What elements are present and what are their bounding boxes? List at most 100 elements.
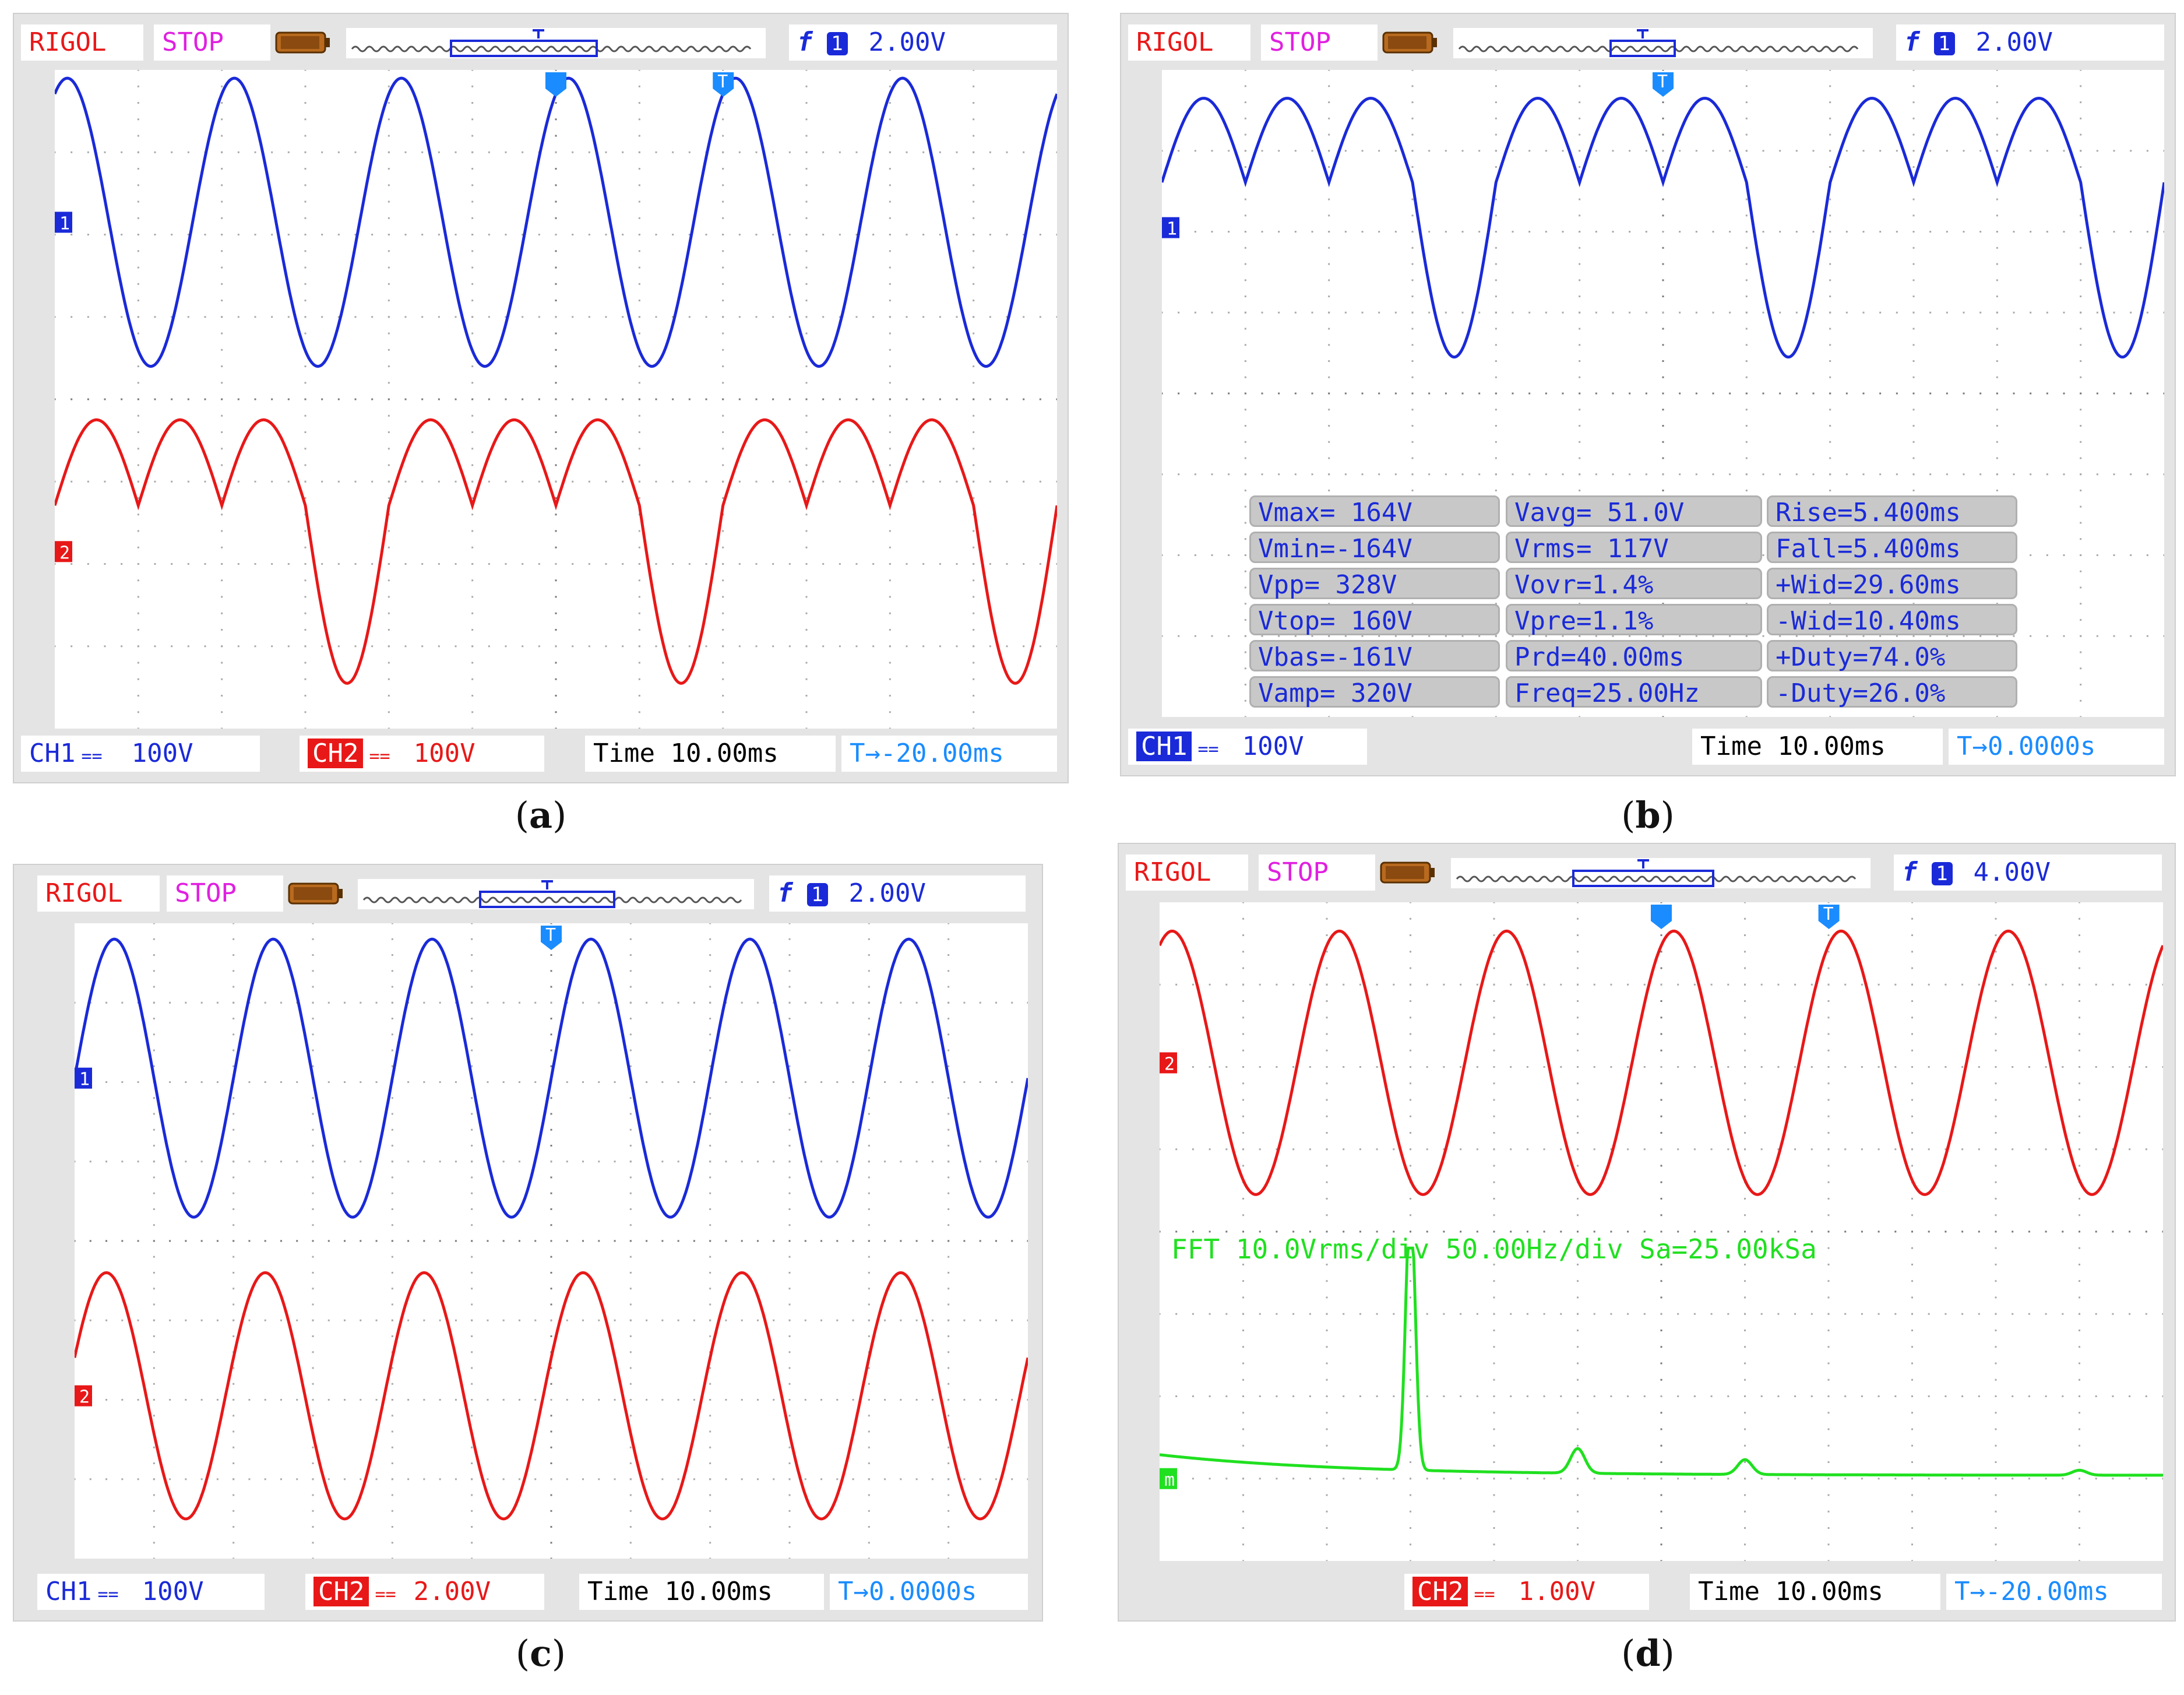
trigger-offset: T→-20.00ms xyxy=(850,739,1004,768)
bottom-status-bar: CH1 == 100V CH2 == 2.00V Time 10.00ms T→0.00… xyxy=(14,1567,1042,1617)
trace-ch1 xyxy=(55,76,1057,368)
memory-icon xyxy=(275,31,330,54)
svg-text:T: T xyxy=(1657,72,1668,92)
waveform-memory-icon xyxy=(346,28,766,58)
trace-ch2 xyxy=(55,418,1057,685)
caption-a: (a) xyxy=(515,794,567,836)
ch1-label: CH1 xyxy=(29,739,76,768)
measurement-cell: Vpp= 328V xyxy=(1249,568,1500,600)
trigger-marker xyxy=(1651,905,1672,929)
time-scale: 10.00ms xyxy=(1775,1577,1883,1606)
brand-label: RIGOL xyxy=(29,27,107,57)
graticule xyxy=(1160,902,2163,1561)
trigger-source-icon: 1 xyxy=(806,883,828,906)
top-status-bar: RIGOL STOP f 1 2.00V xyxy=(14,868,1042,919)
measurement-cell: Rise=5.400ms xyxy=(1767,495,2017,528)
measurement-cell: Vrms= 117V xyxy=(1506,532,1762,564)
trigger-level: 2.00V xyxy=(868,27,946,57)
caption-b: (b) xyxy=(1621,794,1675,836)
trace-ch1 xyxy=(75,937,1028,1219)
run-state: STOP xyxy=(1267,857,1329,887)
measurement-cell: +Wid=29.60ms xyxy=(1767,568,2017,600)
ch2-coupling: == xyxy=(1474,1584,1495,1605)
scope-screen: 1 2 T xyxy=(55,70,1057,729)
measurement-cell: Fall=5.400ms xyxy=(1767,532,2017,564)
svg-text:m: m xyxy=(1164,1470,1175,1490)
svg-text:1: 1 xyxy=(1167,219,1177,240)
memory-icon xyxy=(1382,31,1437,54)
ch2-label: CH2 xyxy=(313,1577,369,1606)
ch1-marker: 1 xyxy=(75,1067,92,1090)
measurement-cell: Vmin=-164V xyxy=(1249,532,1500,564)
ch2-label: CH2 xyxy=(308,739,364,768)
trigger-info: f 1 2.00V xyxy=(789,24,1057,61)
caption-d: (d) xyxy=(1621,1632,1675,1675)
svg-text:T: T xyxy=(1823,904,1834,924)
ch1-label: CH1 xyxy=(45,1577,92,1606)
ch2-marker: 2 xyxy=(1160,1052,1177,1074)
measurement-cell: Vmax= 164V xyxy=(1249,495,1500,528)
trigger-marker: T xyxy=(713,72,734,97)
ch2-coupling: == xyxy=(375,1584,396,1605)
ch1-coupling: == xyxy=(97,1584,119,1605)
bottom-status-bar: CH1 == 100V CH2 == 100V Time 10.00ms T→-20.0… xyxy=(14,729,1068,779)
ch2-scale: 1.00V xyxy=(1518,1577,1596,1606)
trigger-source-icon: 1 xyxy=(1931,862,1953,885)
measurement-cell: Vpre=1.1% xyxy=(1506,604,1762,636)
svg-text:1: 1 xyxy=(79,1070,90,1090)
ch2-marker: 2 xyxy=(55,541,72,563)
trigger-info: f 1 2.00V xyxy=(1896,24,2164,61)
svg-text:T: T xyxy=(545,925,556,945)
trace-ch2 xyxy=(1160,929,2163,1196)
fft-label: FFT 10.0Vrms/div 50.00Hz/div Sa=25.00kSa xyxy=(1171,1233,1817,1265)
ch1-marker: 1 xyxy=(55,212,72,234)
trigger-marker: T xyxy=(1818,904,1840,929)
trigger-marker xyxy=(545,72,566,97)
run-state: STOP xyxy=(175,878,237,908)
trigger-level: 4.00V xyxy=(1973,857,2051,887)
math-marker: m xyxy=(1160,1468,1177,1490)
svg-text:2: 2 xyxy=(1164,1054,1175,1074)
measurement-cell: Prd=40.00ms xyxy=(1506,640,1762,672)
ch1-scale: 100V xyxy=(142,1577,204,1606)
trigger-marker: T xyxy=(1653,72,1674,97)
trace-ch2 xyxy=(75,1271,1028,1521)
edge-icon: f xyxy=(797,27,813,57)
ch2-label: CH2 xyxy=(1412,1577,1468,1606)
waveform-memory-icon xyxy=(1451,858,1871,888)
panel-a: RIGOL STOP f 1 2.00V 1 2 T CH1 == 100V CH2 == 10… xyxy=(13,13,1069,783)
trace-fft xyxy=(1160,1246,2163,1477)
time-scale: 10.00ms xyxy=(664,1577,773,1606)
caption-c: (c) xyxy=(515,1632,566,1675)
graticule xyxy=(75,923,1028,1559)
brand-label: RIGOL xyxy=(1136,27,1214,57)
scope-screen: 1 2 T xyxy=(75,923,1028,1559)
bottom-status-bar: CH2 == 1.00V Time 10.00ms T→-20.00ms xyxy=(1119,1567,2175,1617)
memory-icon xyxy=(288,882,343,905)
measurement-cell: Vovr=1.4% xyxy=(1506,568,1762,600)
time-label: Time xyxy=(1698,1577,1760,1606)
svg-text:2: 2 xyxy=(79,1387,90,1408)
time-label: Time xyxy=(1700,732,1762,761)
measurement-cell: -Wid=10.40ms xyxy=(1767,604,2017,636)
ch1-marker: 1 xyxy=(1162,217,1179,240)
ch1-coupling: == xyxy=(1197,739,1219,759)
scope-screen: 2 m T xyxy=(1160,902,2163,1561)
memory-icon xyxy=(1380,861,1435,884)
svg-text:2: 2 xyxy=(59,543,70,563)
time-scale: 10.00ms xyxy=(670,739,779,768)
trigger-source-icon: 1 xyxy=(1933,32,1955,55)
trigger-info: f 1 2.00V xyxy=(769,875,1026,912)
measurement-cell: +Duty=74.0% xyxy=(1767,640,2017,672)
time-label: Time xyxy=(587,1577,649,1606)
ch2-scale: 2.00V xyxy=(413,1577,491,1606)
trigger-level: 2.00V xyxy=(1975,27,2053,57)
top-status-bar: RIGOL STOP f 1 2.00V xyxy=(1121,17,2175,68)
top-status-bar: RIGOL STOP f 1 4.00V xyxy=(1119,848,2175,898)
waveform-memory-icon xyxy=(358,879,754,909)
trace-ch1 xyxy=(1162,97,2164,358)
bottom-status-bar: CH1 == 100V Time 10.00ms T→0.0000s xyxy=(1121,722,2175,772)
scope-plot: 1 2 T xyxy=(75,923,1028,1559)
run-state: STOP xyxy=(162,27,224,57)
trigger-offset: T→-20.00ms xyxy=(1954,1577,2109,1606)
